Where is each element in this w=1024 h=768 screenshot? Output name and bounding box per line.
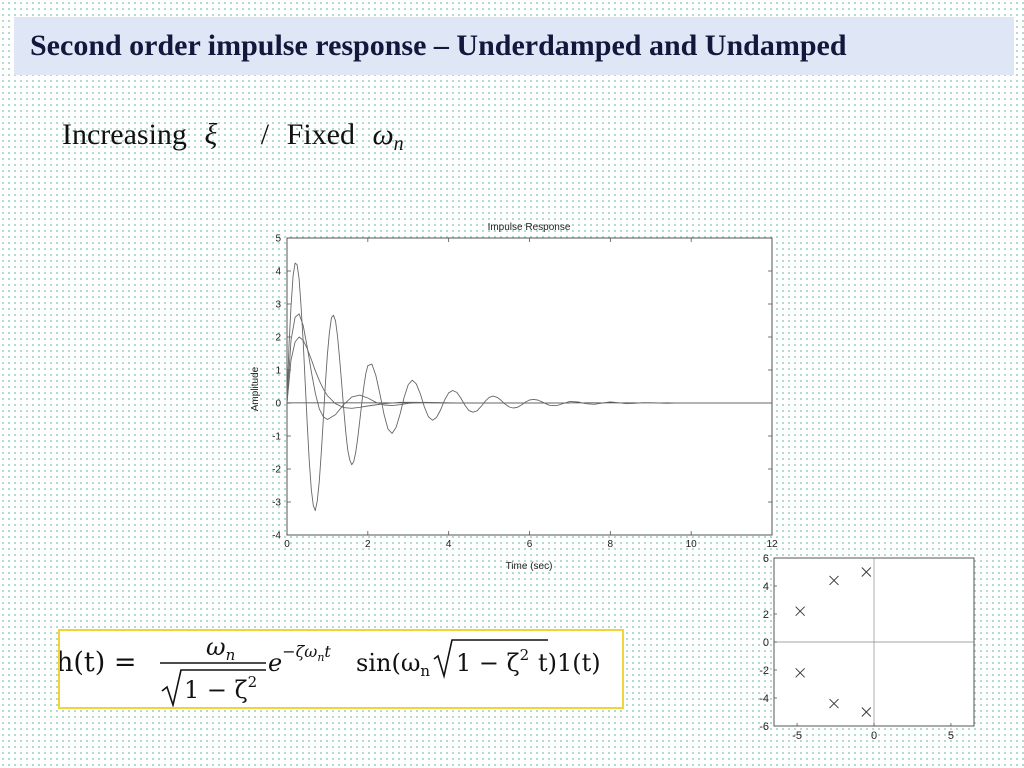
pz-y-tick-label: -4 [759,693,769,705]
formula-sqrt-arg: 1 − ζ [456,649,520,677]
pole-marker [861,567,872,577]
impulse-formula-box: h(t) = ωn 1 − ζ2 e−ζωnt sin(ωn 1 − ζ2 t)… [56,629,624,709]
formula-denominator-base: 1 − ζ [184,676,248,704]
formula-sin-radical [433,639,548,680]
impulse-y-tick-label: -3 [272,498,281,509]
impulse-y-axis-label: Amplitude [250,366,261,411]
impulse-series-line-3 [286,262,772,512]
formula-denominator-radical [161,669,266,708]
omega-subscript: n [393,133,404,155]
pole-marker [829,575,839,586]
pz-y-tick-label: 6 [763,553,769,565]
formula-numerator-sub: n [226,646,236,664]
pz-y-tick-label: 2 [763,609,769,621]
subtitle-text-fixed: Fixed [286,118,355,151]
pz-y-tick-label: -6 [759,721,769,733]
formula-exponential: e−ζωnt [268,642,331,677]
impulse-y-tick-label: 5 [275,234,281,245]
impulse-y-tick-label: 3 [275,300,281,311]
impulse-x-tick-label: 2 [365,539,371,550]
impulse-y-tick-label: 4 [275,267,281,278]
formula-sqrt-sup: 2 [520,646,530,664]
omega-symbol: ω [372,118,394,151]
pole-marker [795,606,805,617]
subtitle-text-increasing: Increasing [62,118,187,151]
impulse-x-tick-label: 10 [686,539,698,550]
pole-marker [795,667,805,678]
slide-subtitle: Increasing ξ / Fixed ωn [62,118,414,156]
pz-y-tick-label: -2 [759,665,769,677]
formula-exp-base: e [268,649,282,677]
formula-exponent: −ζω [282,642,317,661]
formula-numerator: ωn [206,633,235,664]
xi-symbol: ξ [204,118,218,151]
formula-tail: t)1(t) [538,649,601,677]
impulse-chart-title: Impulse Response [488,222,571,233]
impulse-x-axis-label: Time (sec) [506,561,553,572]
slide-title: Second order impulse response – Underdam… [30,29,847,62]
impulse-y-tick-label: 0 [275,399,281,410]
pole-marker [861,707,872,717]
formula-numerator-omega: ω [206,633,226,661]
impulse-response-chart: Impulse Response Time (sec) Amplitude 0 2… [250,222,778,572]
formula-sin-sub: n [420,662,430,680]
title-bar: Second order impulse response – Underdam… [14,17,1014,75]
impulse-series-line-2 [286,313,570,420]
impulse-formula: h(t) = ωn 1 − ζ2 e−ζωnt sin(ωn 1 − ζ2 t)… [56,633,601,708]
pole-zero-map: -5 0 5 -6 -4 -2 0 2 4 6 [759,553,975,742]
formula-exponent-sub: n [317,651,324,664]
pz-x-tick-label: 5 [948,730,954,742]
impulse-x-tick-label: 0 [284,539,290,550]
formula-exponent-t: t [324,642,331,661]
impulse-x-tick-label: 8 [608,539,614,550]
impulse-x-tick-label: 12 [766,539,778,550]
impulse-y-tick-label: 2 [275,333,281,344]
pz-y-tick-label: 0 [763,637,769,649]
pz-x-tick-label: -5 [792,730,802,742]
impulse-y-tick-label: 1 [275,366,281,377]
formula-denominator-sup: 2 [248,673,258,691]
pole-marker [829,698,839,709]
impulse-x-tick-label: 4 [446,539,452,550]
subtitle-separator: / [260,118,270,151]
pz-x-tick-label: 0 [871,730,877,742]
impulse-y-tick-label: -2 [272,465,281,476]
formula-sin: sin(ωn [356,649,430,680]
formula-sin-omega: sin(ω [356,649,420,677]
impulse-x-tick-label: 6 [527,539,533,550]
pz-y-tick-label: 4 [763,581,769,593]
omega-n-symbol: ωn [372,118,403,155]
impulse-y-tick-label: -1 [272,432,281,443]
impulse-plot-area [286,237,773,536]
formula-sqrt: 1 − ζ2 [456,646,529,677]
impulse-y-tick-label: -4 [272,531,281,542]
formula-lhs: h(t) = [60,647,137,678]
formula-denominator: 1 − ζ2 [184,673,257,704]
